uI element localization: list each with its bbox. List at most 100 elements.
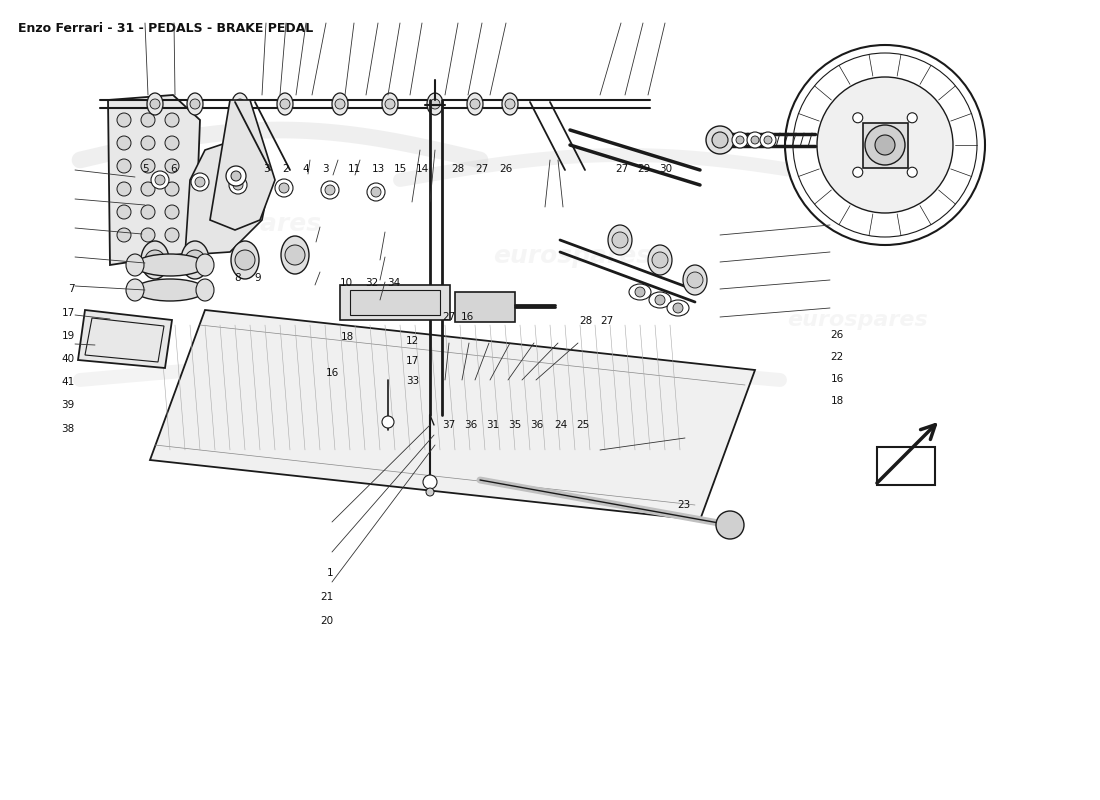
Circle shape — [688, 272, 703, 288]
Ellipse shape — [135, 279, 205, 301]
Circle shape — [908, 113, 917, 122]
Circle shape — [165, 205, 179, 219]
Circle shape — [371, 187, 381, 197]
Bar — [340, 285, 450, 320]
Text: 8: 8 — [234, 273, 241, 283]
Text: 12: 12 — [406, 336, 419, 346]
Ellipse shape — [629, 284, 651, 300]
Ellipse shape — [187, 93, 204, 115]
Circle shape — [732, 132, 748, 148]
Circle shape — [165, 136, 179, 150]
Ellipse shape — [683, 265, 707, 295]
Text: 19: 19 — [62, 331, 75, 341]
Circle shape — [785, 45, 984, 245]
Text: 23: 23 — [678, 501, 691, 510]
Circle shape — [673, 303, 683, 313]
Text: 30: 30 — [659, 164, 672, 174]
Text: 21: 21 — [320, 592, 333, 602]
Text: eurospares: eurospares — [163, 436, 321, 460]
Circle shape — [764, 136, 772, 144]
Text: 4: 4 — [302, 164, 309, 174]
Ellipse shape — [126, 279, 144, 301]
Text: 17: 17 — [62, 308, 75, 318]
Polygon shape — [185, 140, 270, 255]
Circle shape — [141, 159, 155, 173]
Ellipse shape — [135, 254, 205, 276]
Circle shape — [426, 488, 434, 496]
Circle shape — [195, 177, 205, 187]
Ellipse shape — [667, 300, 689, 316]
Text: 27: 27 — [615, 164, 628, 174]
Circle shape — [324, 185, 336, 195]
Text: 18: 18 — [341, 331, 354, 342]
Bar — [862, 122, 907, 167]
Ellipse shape — [126, 254, 144, 276]
Text: Enzo Ferrari - 31 - PEDALS - BRAKE PEDAL: Enzo Ferrari - 31 - PEDALS - BRAKE PEDAL — [18, 22, 314, 35]
Circle shape — [430, 99, 440, 109]
Ellipse shape — [231, 241, 258, 279]
Text: 16: 16 — [461, 312, 474, 322]
Circle shape — [117, 228, 131, 242]
Bar — [455, 292, 515, 322]
Circle shape — [865, 125, 905, 165]
Text: eurospares: eurospares — [163, 212, 321, 236]
Circle shape — [141, 182, 155, 196]
Text: 40: 40 — [62, 354, 75, 364]
Circle shape — [336, 99, 345, 109]
Text: 24: 24 — [554, 421, 568, 430]
Text: 31: 31 — [486, 421, 499, 430]
Circle shape — [165, 159, 179, 173]
Ellipse shape — [277, 93, 293, 115]
Circle shape — [117, 159, 131, 173]
Circle shape — [367, 183, 385, 201]
Text: eurospares: eurospares — [788, 310, 928, 330]
Circle shape — [191, 173, 209, 191]
Text: 9: 9 — [254, 273, 261, 283]
Text: 10: 10 — [340, 278, 353, 288]
Text: 15: 15 — [394, 164, 407, 174]
Circle shape — [145, 250, 165, 270]
Circle shape — [470, 99, 480, 109]
Ellipse shape — [141, 241, 169, 279]
Circle shape — [141, 136, 155, 150]
Text: 14: 14 — [416, 164, 429, 174]
Circle shape — [852, 167, 862, 178]
Text: 22: 22 — [830, 351, 844, 362]
Text: 17: 17 — [406, 355, 419, 366]
Text: 27: 27 — [442, 312, 455, 322]
Circle shape — [151, 171, 169, 189]
Circle shape — [424, 475, 437, 489]
Text: 38: 38 — [62, 424, 75, 434]
Circle shape — [190, 99, 200, 109]
Ellipse shape — [716, 511, 744, 539]
Circle shape — [321, 181, 339, 199]
Ellipse shape — [280, 236, 309, 274]
Text: 39: 39 — [62, 401, 75, 410]
Ellipse shape — [608, 225, 632, 255]
Circle shape — [235, 250, 255, 270]
Ellipse shape — [427, 93, 443, 115]
Circle shape — [275, 179, 293, 197]
Ellipse shape — [196, 279, 214, 301]
Circle shape — [150, 99, 160, 109]
Text: 36: 36 — [464, 421, 477, 430]
Circle shape — [505, 99, 515, 109]
Text: 1: 1 — [327, 568, 333, 578]
Text: 37: 37 — [442, 421, 455, 430]
Text: eurospares: eurospares — [559, 468, 717, 492]
Text: 26: 26 — [830, 330, 844, 340]
Circle shape — [612, 232, 628, 248]
Polygon shape — [78, 310, 172, 368]
Text: 13: 13 — [372, 164, 385, 174]
Circle shape — [279, 183, 289, 193]
Circle shape — [751, 136, 759, 144]
Text: 7: 7 — [68, 284, 75, 294]
Circle shape — [231, 171, 241, 181]
Ellipse shape — [332, 93, 348, 115]
Text: 28: 28 — [580, 315, 593, 326]
Text: 25: 25 — [576, 421, 590, 430]
Circle shape — [226, 166, 246, 186]
Circle shape — [382, 416, 394, 428]
Text: 34: 34 — [387, 278, 400, 288]
Circle shape — [874, 135, 895, 155]
